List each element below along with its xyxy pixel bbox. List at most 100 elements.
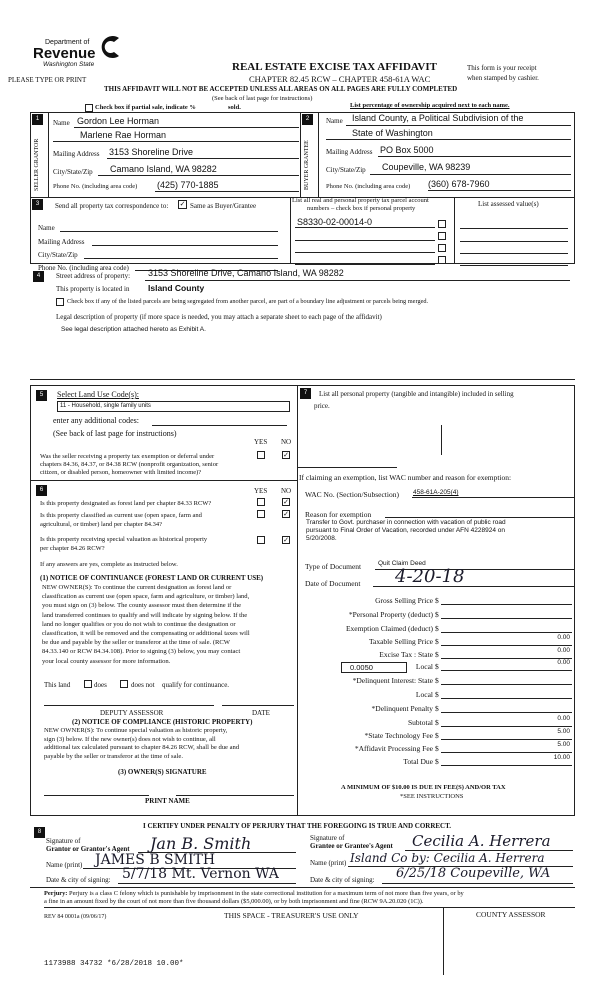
grantor-name[interactable]: JAMES B SMITH [95,852,216,868]
exemption-yes-checkbox[interactable] [257,451,265,459]
fee-label: *Delinquent Interest: State [352,676,433,685]
fee-field[interactable] [441,698,572,699]
buyer-address[interactable]: PO Box 5000 [380,145,434,155]
dollar-sign: $ [435,690,439,699]
dollar-sign: $ [435,610,439,619]
grantee-date-city[interactable]: 6/25/18 Coupeville, WA [396,866,551,881]
see-instructions: *SEE INSTRUCTIONS [400,793,464,800]
land-use-label: Select Land Use Code(s): [57,390,139,399]
fee-field[interactable] [441,739,572,740]
does-checkbox[interactable] [84,680,92,688]
doc-type[interactable]: Quit Claim Deed [378,560,426,567]
buyer-phone-label: Phone No. (including area code) [326,183,411,190]
forest-no-checkbox[interactable]: ✓ [282,498,290,506]
fee-field[interactable] [441,645,572,646]
owner-signature-field[interactable] [44,795,149,796]
wac-number[interactable]: 458-61A-205(4) [413,489,459,496]
assessed-value-4[interactable] [460,265,568,266]
deputy-assessor-label: DEPUTY ASSESSOR [100,709,164,717]
deputy-assessor-signature[interactable] [44,705,214,706]
fee-field[interactable] [441,765,572,766]
fee-field[interactable] [441,752,572,753]
corr-name-field[interactable] [60,231,278,232]
buyer-name-1[interactable]: Island County, a Political Subdivision o… [352,113,524,123]
buyer-phone[interactable]: (360) 678-7960 [428,179,490,189]
forest-question: Is this property designated as forest la… [40,500,212,507]
personal-property-checkbox-1[interactable] [438,220,446,228]
fee-value: 0.00 [557,659,570,666]
fee-field[interactable] [441,726,572,727]
seller-name-1[interactable]: Gordon Lee Horman [77,116,160,126]
county[interactable]: Island County [148,283,205,293]
fee-field[interactable] [441,670,572,671]
same-as-buyer-checkbox[interactable]: ✓ [178,200,187,209]
seller-name-label: Name [53,119,70,127]
personal-property-checkbox-2[interactable] [438,232,446,240]
doc-date[interactable]: 4-20-18 [395,566,465,587]
fee-value: 10.00 [553,754,570,761]
personal-property-checkbox-3[interactable] [438,244,446,252]
land-use-select[interactable] [57,401,290,412]
owner-print-field[interactable] [176,795,294,796]
current-use-question-2: agricultural, or timber) land per chapte… [40,521,163,528]
seller-address[interactable]: 3153 Shoreline Drive [109,147,194,157]
notice-compliance-text: NEW OWNER(S): To continue special valuat… [44,727,239,761]
no-header: NO [281,438,292,446]
segregate-checkbox[interactable] [56,298,64,306]
current-use-yes-checkbox[interactable] [257,510,265,518]
reason-line: Transfer to Govt. purchaser in connectio… [306,519,506,526]
does-not-checkbox[interactable] [120,680,128,688]
grantee-signature[interactable]: Cecilia A. Herrera [412,832,551,850]
exemption-question-1: Was the seller receiving a property tax … [40,453,215,460]
does-not-label: does not [131,681,155,689]
forest-yes-checkbox[interactable] [257,498,265,506]
buyer-name-2[interactable]: State of Washington [352,128,433,138]
seller-phone[interactable]: (425) 770-1885 [157,180,219,190]
grantee-sig-label: Signature of [310,834,345,842]
assessed-value-2[interactable] [460,241,568,242]
assessed-value-1[interactable] [460,228,568,229]
assessed-value-3[interactable] [460,253,568,254]
logo-dept: Department of [45,39,90,46]
personal-property-checkbox-4[interactable] [438,256,446,264]
partial-sale-checkbox[interactable] [85,104,93,112]
grantor-date-city[interactable]: 5/7/18 Mt. Vernon WA [122,866,279,882]
fee-field[interactable] [441,618,572,619]
seller-city[interactable]: Camano Island, WA 98282 [110,164,217,174]
perjury-notice: Perjury: Perjury is a class C felony whi… [44,890,464,906]
nc-line: be due and payable by the seller or tran… [42,639,231,647]
personal-property-label: List all personal property (tangible and… [319,390,514,398]
buyer-city[interactable]: Coupeville, WA 98239 [382,162,471,172]
same-as-buyer-label: Same as Buyer/Grantee [190,202,257,210]
legal-description[interactable]: See legal description attached hereto as… [61,326,206,333]
fee-field[interactable] [441,632,572,633]
exemption-reason[interactable]: Transfer to Govt. purchaser in connectio… [306,519,506,543]
grantee-name[interactable]: Island Co by: Cecilia A. Herrera [350,851,545,865]
section-3-badge: 3 [32,199,43,210]
section-7-badge: 7 [300,388,311,399]
street-address[interactable]: 3153 Shoreline Drive, Camano Island, WA … [148,268,344,278]
historic-no-checkbox[interactable]: ✓ [282,536,290,544]
current-use-no-checkbox[interactable]: ✓ [282,510,290,518]
deputy-date[interactable] [222,705,294,706]
dollar-sign: $ [435,731,439,740]
corr-addr-field[interactable] [92,245,278,246]
seller-name-2[interactable]: Marlene Rae Horman [80,130,167,140]
parcel-header-1: List all real and personal property tax … [292,197,429,204]
corr-phone-field[interactable] [135,270,278,271]
fee-field[interactable] [441,712,572,713]
sec5-see-back: (See back of last page for instructions) [53,429,177,438]
additional-codes-field[interactable] [152,425,287,426]
corr-city-field[interactable] [84,258,278,259]
dollar-sign: $ [435,637,439,646]
fee-field[interactable] [441,604,572,605]
grantor-signature[interactable]: Jan B. Smith [150,834,252,853]
yes-header-6: YES [254,487,268,495]
parcel-number-1[interactable]: S8330-02-00014-0 [297,217,373,227]
exemption-no-checkbox[interactable]: ✓ [282,451,290,459]
fee-field[interactable] [441,684,572,685]
historic-yes-checkbox[interactable] [257,536,265,544]
fee-field[interactable] [441,658,572,659]
grantee-name-label: Name (print) [310,859,347,867]
street-label: Street address of property: [56,272,131,280]
